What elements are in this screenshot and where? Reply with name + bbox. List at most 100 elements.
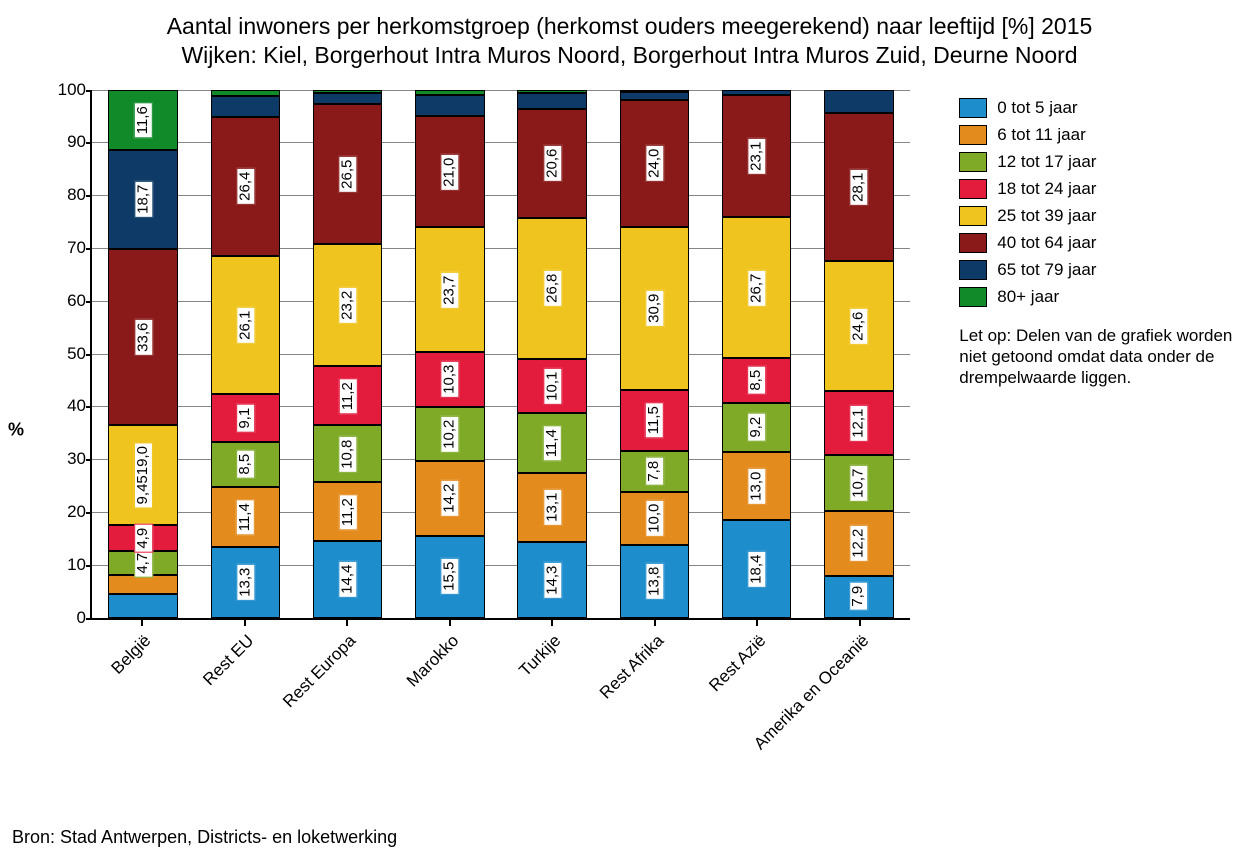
x-tick-mark <box>551 620 553 626</box>
chart-zone: % 4,74,99,4519,033,618,711,613,311,48,59… <box>0 80 939 780</box>
bar-segment <box>517 90 587 94</box>
bar-segment: 10,3 <box>415 352 485 406</box>
legend-item: 6 tot 11 jaar <box>959 125 1259 145</box>
legend-swatch <box>959 152 987 172</box>
bar-segment-label: 13,8 <box>645 562 664 599</box>
bar-segment: 11,4 <box>517 413 587 473</box>
bar-segment: 11,6 <box>108 90 178 151</box>
legend-items: 0 tot 5 jaar 6 tot 11 jaar 12 tot 17 jaar 1… <box>959 98 1259 307</box>
bars-row: 4,74,99,4519,033,618,711,613,311,48,59,1… <box>92 90 910 618</box>
bar-segment: 18,7 <box>108 150 178 248</box>
bar-segment <box>211 90 281 96</box>
bar-segment: 7,9 <box>824 576 894 618</box>
legend-swatch <box>959 206 987 226</box>
x-tick-mark <box>244 620 246 626</box>
bar-segment: 23,7 <box>415 227 485 352</box>
bar-segment-label: 26,4 <box>236 168 255 205</box>
bar-segment-label: 11,4 <box>236 499 255 535</box>
x-axis-labels: BelgiëRest EU Rest EuropaMarokko Turkije Re… <box>90 625 910 775</box>
bar-slot: 4,74,99,4519,033,618,711,6 <box>92 90 194 618</box>
y-tick-label: 60 <box>50 291 86 311</box>
legend-label: 18 tot 24 jaar <box>997 179 1096 199</box>
bar-segment: 23,2 <box>313 244 383 366</box>
bar-segment-label: 21,0 <box>441 153 460 190</box>
bar-segment-label: 10,3 <box>441 361 460 398</box>
x-label-slot: Rest Europa <box>295 625 398 775</box>
chart-title-line2: Wijken: Kiel, Borgerhout Intra Muros Noo… <box>0 41 1259 70</box>
bar-segment-label: 11,2 <box>338 378 357 414</box>
bar-segment-label: 11,2 <box>338 494 357 530</box>
bar-segment <box>620 90 690 93</box>
legend-item: 40 tot 64 jaar <box>959 233 1259 253</box>
x-tick-mark <box>859 620 861 626</box>
chart-title-block: Aantal inwoners per herkomstgroep (herko… <box>0 0 1259 70</box>
bar-segment-label: 14,4 <box>338 561 357 598</box>
stacked-bar: 14,4 11,2 10,8 11,2 23,2 26,5 <box>313 90 383 618</box>
stacked-bar: 13,810,07,811,530,924,0 <box>620 90 690 618</box>
x-label-slot: Turkije <box>500 625 603 775</box>
bar-segment-label: 26,8 <box>543 270 562 307</box>
bar-segment: 9,2 <box>722 403 792 452</box>
x-label-slot: België <box>90 625 193 775</box>
bar-slot: 7,912,210,712,124,628,1 <box>808 90 910 618</box>
bar-segment: 26,5 <box>313 104 383 244</box>
bar-segment: 18,4 <box>722 520 792 617</box>
bar-segment-label: 13,3 <box>236 564 255 601</box>
x-axis-label: Rest Azië <box>705 631 770 696</box>
bar-segment-label: 8,5 <box>236 450 255 479</box>
bar-segment <box>722 90 792 96</box>
stacked-bar: 7,912,210,712,124,628,1 <box>824 90 894 618</box>
x-axis-label: Turkije <box>516 631 566 681</box>
bar-segment: 10,8 <box>313 425 383 482</box>
bar-segment-label: 24,0 <box>645 145 664 182</box>
stacked-bar: 15,514,210,210,323,721,0 <box>415 90 485 618</box>
bar-segment <box>313 93 383 104</box>
page-root: Aantal inwoners per herkomstgroep (herko… <box>0 0 1259 866</box>
legend: 0 tot 5 jaar 6 tot 11 jaar 12 tot 17 jaar 1… <box>939 80 1259 780</box>
x-label-slot: Rest Afrika <box>603 625 706 775</box>
bar-segment-label: 12,2 <box>850 525 869 562</box>
bar-segment: 26,1 <box>211 256 281 394</box>
bar-segment: 14,4 <box>313 541 383 617</box>
bar-segment: 13,0 <box>722 452 792 521</box>
legend-label: 12 tot 17 jaar <box>997 152 1096 172</box>
legend-label: 65 tot 79 jaar <box>997 260 1096 280</box>
y-tick-label: 80 <box>50 185 86 205</box>
bar-segment: 26,8 <box>517 218 587 360</box>
plot-area: 4,74,99,4519,033,618,711,613,311,48,59,1… <box>90 90 910 620</box>
bar-segment: 30,9 <box>620 227 690 390</box>
bar-slot: 14,313,111,410,126,820,6 <box>501 90 603 618</box>
x-axis-label: Marokko <box>403 631 463 691</box>
bar-segment-label: 18,4 <box>747 550 766 587</box>
bar-segment: 21,0 <box>415 116 485 227</box>
x-tick-mark <box>346 620 348 626</box>
legend-swatch <box>959 179 987 199</box>
y-tick-label: 0 <box>50 608 86 628</box>
bar-segment-label: 23,2 <box>338 286 357 323</box>
legend-swatch <box>959 233 987 253</box>
source-line: Bron: Stad Antwerpen, Districts- en loke… <box>12 827 397 848</box>
x-tick-mark <box>654 620 656 626</box>
bar-slot: 18,413,09,28,526,723,1 <box>706 90 808 618</box>
bar-segment: 23,1 <box>722 95 792 217</box>
bar-slot: 13,810,07,811,530,924,0 <box>603 90 705 618</box>
bar-segment: 28,1 <box>824 113 894 261</box>
legend-item: 0 tot 5 jaar <box>959 98 1259 118</box>
x-axis-label: Rest EU <box>199 631 258 690</box>
y-tick-label: 100 <box>50 80 86 100</box>
y-tick-label: 70 <box>50 238 86 258</box>
bar-segment-label: 26,5 <box>338 155 357 192</box>
bar-segment-label: 33,6 <box>134 318 153 355</box>
bar-segment: 15,5 <box>415 536 485 618</box>
bar-segment-label: 14,3 <box>543 561 562 598</box>
bar-segment-label: 23,7 <box>441 271 460 308</box>
legend-swatch <box>959 260 987 280</box>
bar-segment: 14,3 <box>517 542 587 618</box>
legend-label: 6 tot 11 jaar <box>997 125 1086 145</box>
bar-segment-label: 10,2 <box>441 415 460 452</box>
stacked-bar: 13,311,48,59,126,126,4 <box>211 90 281 618</box>
legend-item: 65 tot 79 jaar <box>959 260 1259 280</box>
bar-slot: 15,514,210,210,323,721,0 <box>399 90 501 618</box>
y-tick-mark <box>86 618 92 620</box>
legend-swatch <box>959 287 987 307</box>
